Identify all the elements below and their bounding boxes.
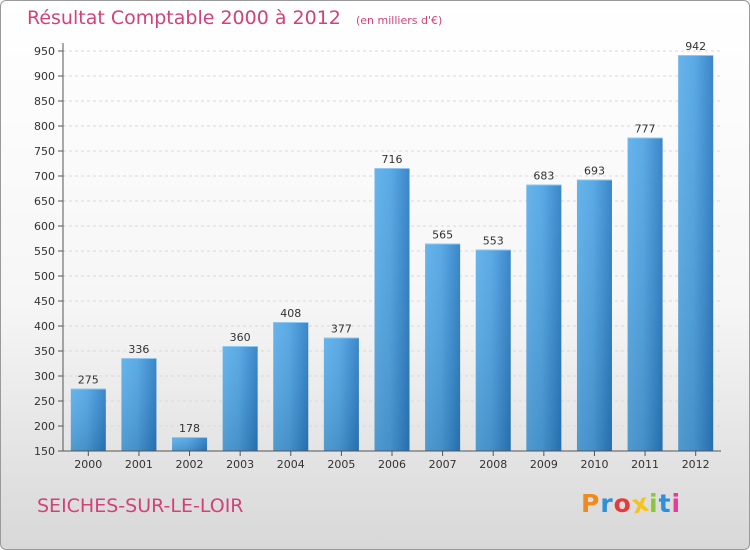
bar-shade-2005 bbox=[323, 337, 359, 451]
value-label-2001: 336 bbox=[128, 343, 149, 356]
title-row: Résultat Comptable 2000 à 2012 (en milli… bbox=[27, 7, 442, 29]
x-tick-label-2003: 2003 bbox=[226, 458, 254, 471]
x-tick-label-2001: 2001 bbox=[125, 458, 153, 471]
y-tick-label: 450 bbox=[34, 295, 55, 308]
commune-name: SEICHES-SUR-LE-LOIR bbox=[37, 495, 244, 517]
x-tick-label-2004: 2004 bbox=[277, 458, 305, 471]
y-tick-label: 400 bbox=[34, 320, 55, 333]
y-tick-label: 500 bbox=[34, 270, 55, 283]
axis-layer: 150 200 250 300 350 400 450 500 550 600 650 700 750 8… bbox=[34, 43, 721, 471]
x-tick-label-2012: 2012 bbox=[682, 458, 710, 471]
value-label-2007: 565 bbox=[432, 229, 453, 242]
y-tick-label: 600 bbox=[34, 220, 55, 233]
bars-layer bbox=[70, 55, 714, 451]
bar-shade-2001 bbox=[121, 358, 157, 451]
x-tick-label-2007: 2007 bbox=[429, 458, 457, 471]
bar-shade-2008 bbox=[475, 249, 511, 451]
logo-letter: i bbox=[649, 489, 659, 518]
value-label-2004: 408 bbox=[280, 307, 301, 320]
y-tick-label: 750 bbox=[34, 145, 55, 158]
bar-shade-2009 bbox=[526, 184, 562, 451]
chart-subtitle: (en milliers d'€) bbox=[355, 14, 443, 27]
value-label-2000: 275 bbox=[78, 374, 99, 387]
y-tick-label: 250 bbox=[34, 395, 55, 408]
bar-shade-2002 bbox=[172, 437, 208, 451]
x-tick-label-2002: 2002 bbox=[176, 458, 204, 471]
proxiti-logo: Proxiti bbox=[581, 488, 682, 520]
value-label-2011: 777 bbox=[635, 123, 656, 136]
value-label-2012: 942 bbox=[685, 40, 706, 53]
logo-letter: r bbox=[600, 489, 614, 518]
value-label-2008: 553 bbox=[483, 235, 504, 248]
logo-letter: o bbox=[613, 489, 632, 518]
value-label-2006: 716 bbox=[382, 153, 403, 166]
x-tick-label-2009: 2009 bbox=[530, 458, 558, 471]
bar-shade-2010 bbox=[576, 179, 612, 451]
bar-shade-2003 bbox=[222, 346, 258, 451]
x-tick-label-2000: 2000 bbox=[74, 458, 102, 471]
y-tick-label: 350 bbox=[34, 345, 55, 358]
logo-letter: t bbox=[658, 489, 672, 518]
y-tick-label: 150 bbox=[34, 445, 55, 458]
y-tick-label: 700 bbox=[34, 170, 55, 183]
value-label-2002: 178 bbox=[179, 422, 200, 435]
logo-letter: P bbox=[581, 489, 601, 518]
y-tick-label: 900 bbox=[34, 70, 55, 83]
logo-letter: i bbox=[671, 489, 682, 518]
y-tick-label: 950 bbox=[34, 45, 55, 58]
bar-shade-2000 bbox=[70, 388, 106, 451]
bar-shade-2011 bbox=[627, 137, 663, 451]
y-tick-label: 850 bbox=[34, 95, 55, 108]
x-tick-label-2006: 2006 bbox=[378, 458, 406, 471]
value-label-2005: 377 bbox=[331, 323, 352, 336]
x-tick-label-2011: 2011 bbox=[631, 458, 659, 471]
y-tick-label: 800 bbox=[34, 120, 55, 133]
x-tick-label-2008: 2008 bbox=[479, 458, 507, 471]
y-tick-label: 300 bbox=[34, 370, 55, 383]
y-tick-label: 550 bbox=[34, 245, 55, 258]
value-label-2010: 693 bbox=[584, 165, 605, 178]
bar-shade-2004 bbox=[273, 322, 309, 451]
labels-layer: 275 336 178 360 408 377 716 565 553 683 693 777 942 bbox=[78, 40, 706, 435]
y-tick-label: 650 bbox=[34, 195, 55, 208]
value-label-2009: 683 bbox=[533, 170, 554, 183]
bar-shade-2012 bbox=[678, 55, 714, 451]
x-tick-label-2005: 2005 bbox=[327, 458, 355, 471]
x-tick-label-2010: 2010 bbox=[580, 458, 608, 471]
bar-shade-2006 bbox=[374, 168, 410, 451]
bar-shade-2007 bbox=[425, 243, 461, 451]
y-tick-label: 200 bbox=[34, 420, 55, 433]
value-label-2003: 360 bbox=[230, 331, 251, 344]
chart-title: Résultat Comptable 2000 à 2012 bbox=[27, 7, 341, 29]
